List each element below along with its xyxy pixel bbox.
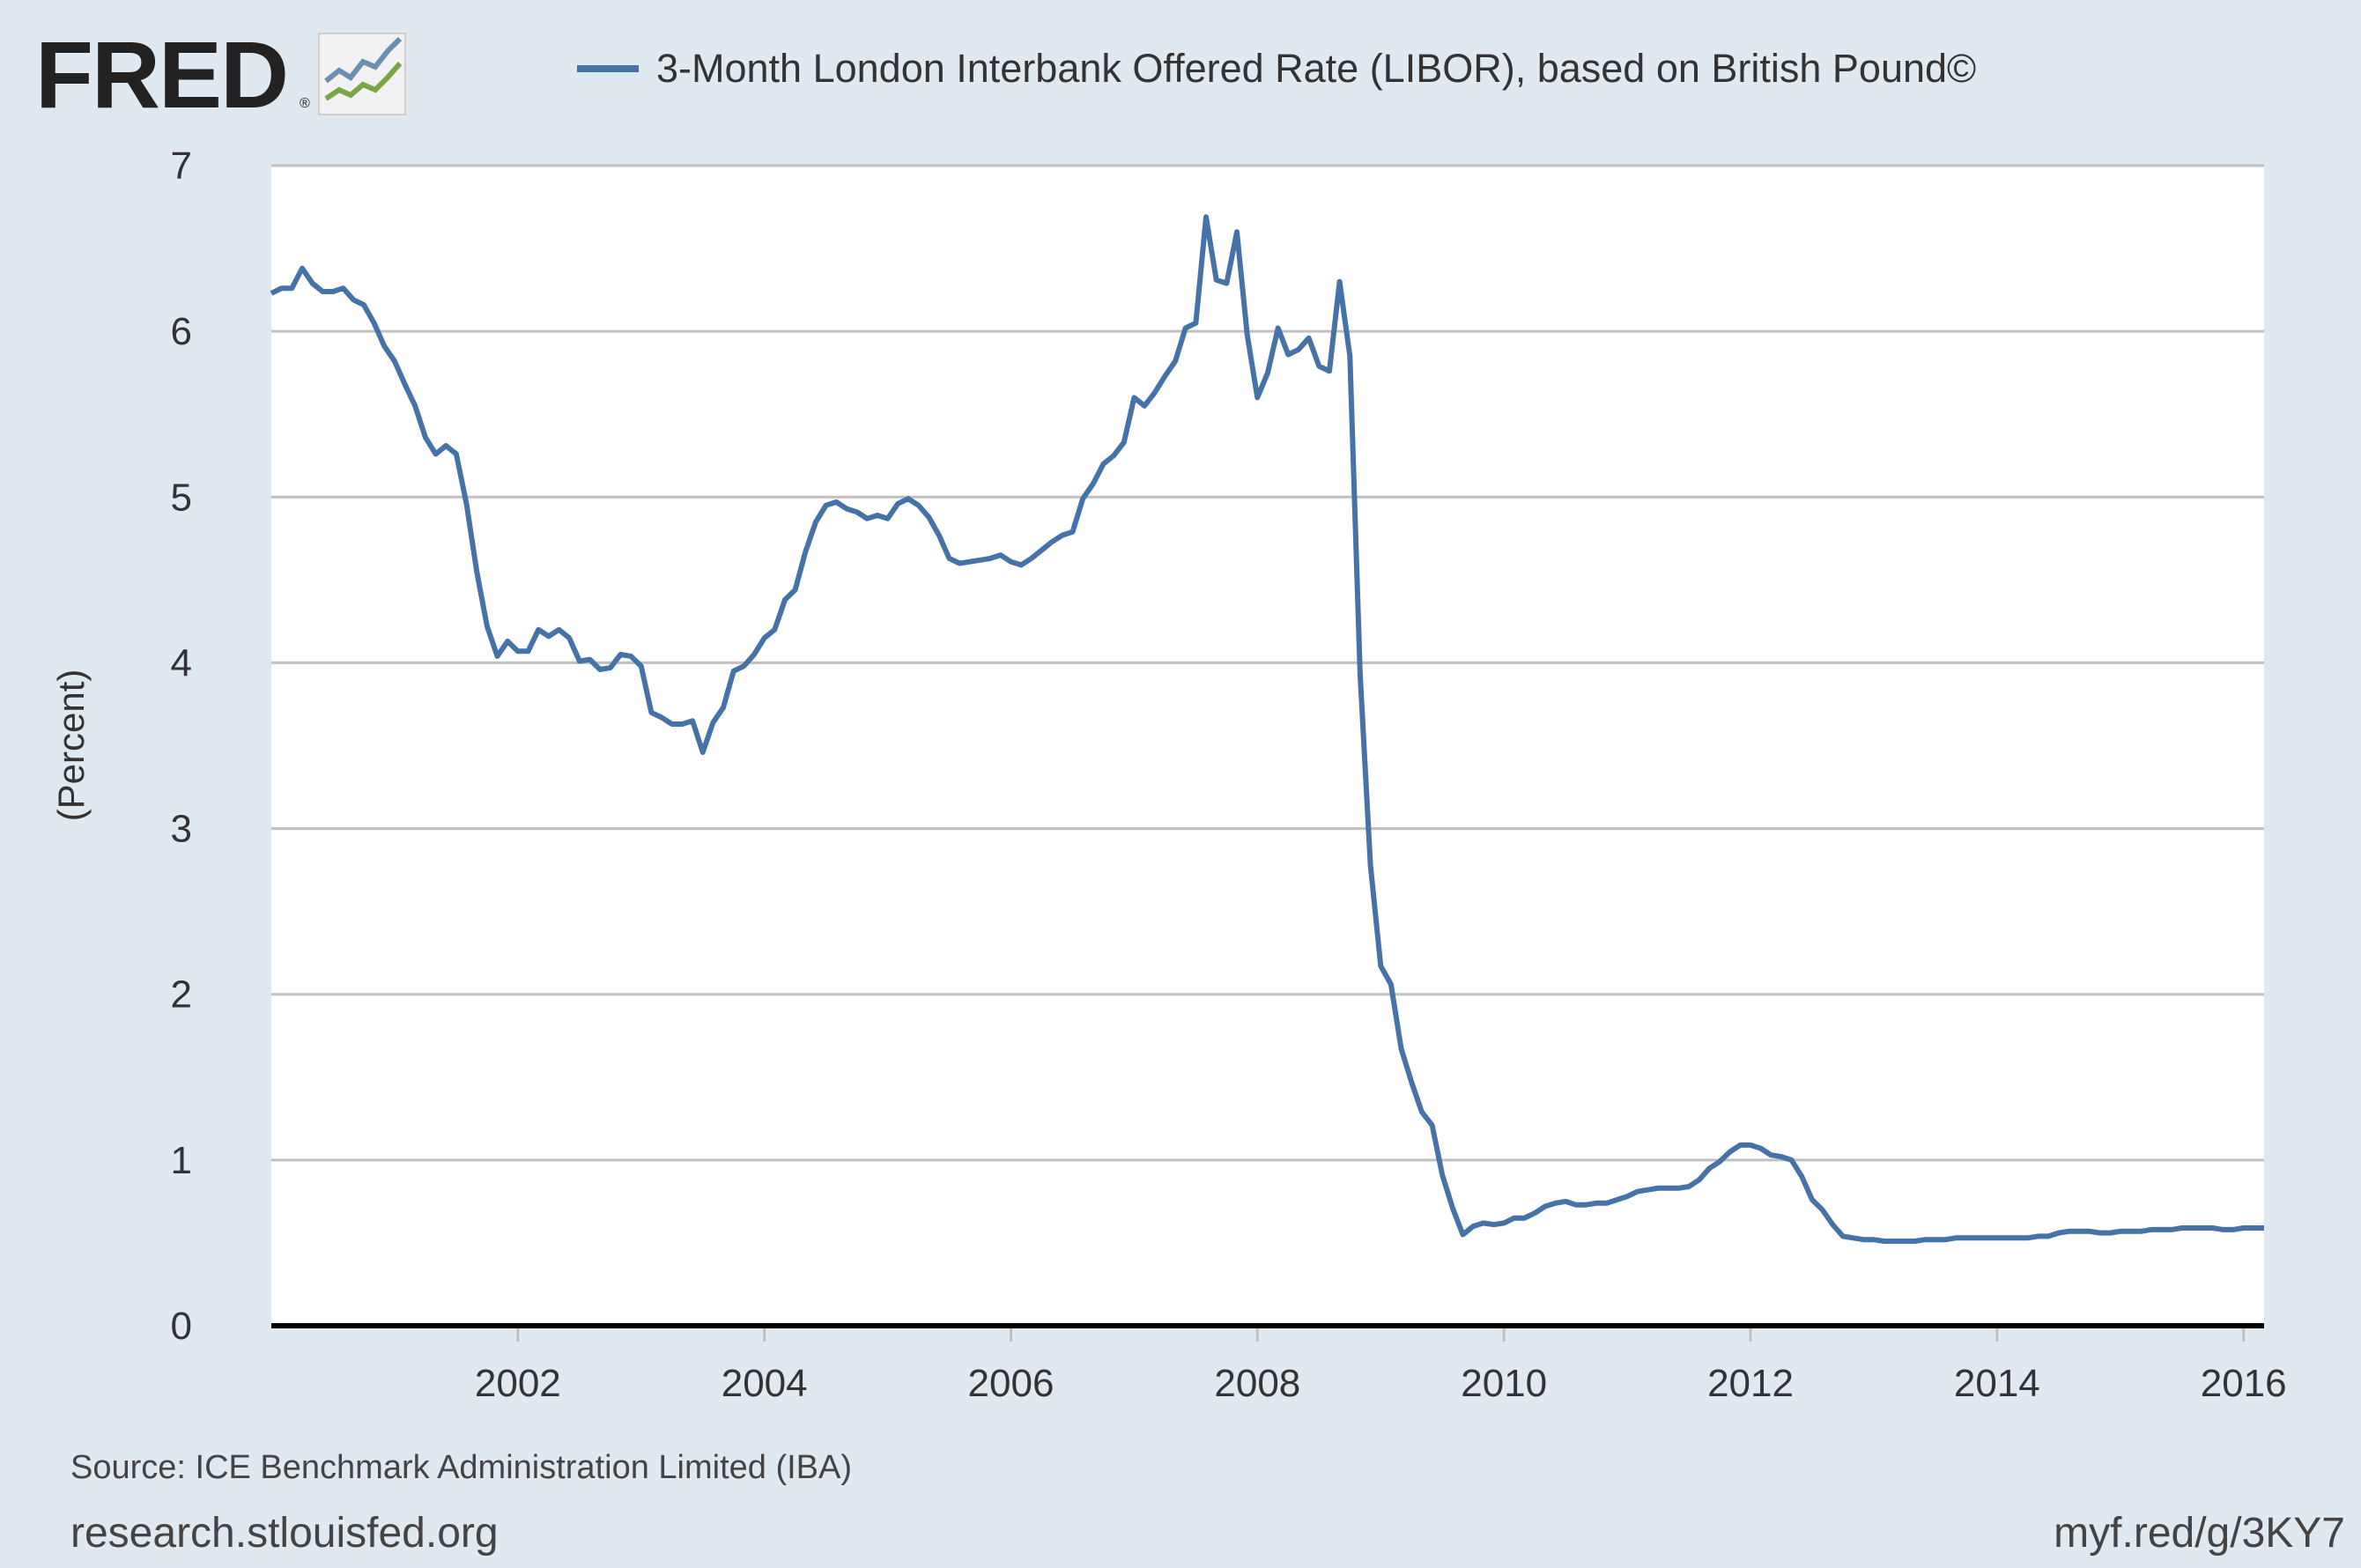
x-tick-label: 2002 — [475, 1362, 561, 1405]
y-tick-label: 7 — [171, 144, 192, 188]
y-tick-label: 4 — [171, 641, 192, 684]
x-tick-label: 2012 — [1707, 1362, 1794, 1405]
y-tick-label: 2 — [171, 973, 192, 1017]
x-tick-label: 2006 — [968, 1362, 1055, 1405]
y-axis-ticks: 0 1 2 3 4 5 6 7 — [171, 144, 192, 1348]
legend-entry[interactable]: 3-Month London Interbank Offered Rate (L… — [577, 46, 1976, 92]
y-tick-label: 1 — [171, 1139, 192, 1182]
x-tick-label: 2016 — [2201, 1362, 2287, 1405]
y-tick-label: 0 — [171, 1305, 192, 1348]
source-note: Source: ICE Benchmark Administration Lim… — [70, 1449, 853, 1486]
logo-wordmark: FRED — [35, 26, 287, 123]
y-tick-label: 6 — [171, 310, 192, 353]
line-chart: 0 1 2 3 4 5 6 7 2002 2004 2006 2008 2010 2012 2014 201… — [50, 144, 2287, 1405]
x-tick-label: 2004 — [722, 1362, 808, 1405]
fred-logo[interactable]: FRED ® — [35, 21, 423, 128]
y-axis-label: (Percent) — [50, 669, 92, 822]
series-line-libor-gbp — [270, 214, 2264, 1244]
grid-lines — [271, 164, 2264, 1162]
legend-swatch — [577, 65, 639, 72]
chart-line-icon — [318, 33, 406, 115]
logo-registered-mark: ® — [300, 96, 310, 111]
y-tick-label: 5 — [171, 476, 192, 519]
site-link[interactable]: research.stlouisfed.org — [70, 1510, 499, 1557]
short-link[interactable]: myf.red/g/3KY7 — [2054, 1510, 2345, 1557]
x-axis-ticks: 2002 2004 2006 2008 2010 2012 2014 2016 — [475, 1326, 2287, 1405]
x-tick-label: 2008 — [1214, 1362, 1300, 1405]
y-tick-label: 3 — [171, 808, 192, 851]
x-tick-label: 2010 — [1461, 1362, 1547, 1405]
legend-series-name: 3-Month London Interbank Offered Rate (L… — [656, 46, 1977, 91]
x-tick-label: 2014 — [1954, 1362, 2040, 1405]
plot-area — [271, 166, 2264, 1326]
